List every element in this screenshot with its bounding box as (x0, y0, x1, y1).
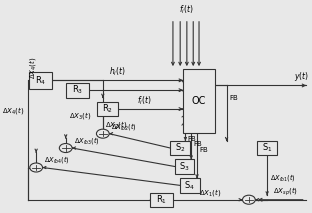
Text: S$_4$: S$_4$ (184, 179, 195, 192)
Text: $\Delta X_{fb1}(t)$: $\Delta X_{fb1}(t)$ (270, 172, 296, 183)
FancyBboxPatch shape (257, 141, 277, 155)
Circle shape (242, 195, 255, 204)
Text: S$_3$: S$_3$ (179, 160, 190, 173)
Text: R$_3$: R$_3$ (72, 84, 83, 96)
FancyBboxPatch shape (175, 159, 194, 174)
Text: S$_2$: S$_2$ (175, 142, 185, 154)
FancyBboxPatch shape (170, 141, 190, 155)
Circle shape (59, 144, 72, 153)
Text: FB: FB (188, 136, 197, 142)
Text: S$_1$: S$_1$ (262, 142, 272, 154)
Text: $\Delta X_{sp}(t)$: $\Delta X_{sp}(t)$ (273, 185, 299, 198)
FancyBboxPatch shape (150, 193, 173, 207)
Circle shape (96, 129, 109, 138)
Text: $\Delta X_1(t)$: $\Delta X_1(t)$ (199, 187, 222, 198)
FancyBboxPatch shape (180, 178, 200, 193)
Text: FB: FB (199, 147, 208, 153)
Text: $\Delta X_2(t)$: $\Delta X_2(t)$ (105, 119, 128, 130)
Text: $\Delta X_{fb4}(t)$: $\Delta X_{fb4}(t)$ (44, 154, 70, 166)
Text: $h_i(t)$: $h_i(t)$ (109, 65, 126, 78)
Text: OC: OC (192, 96, 206, 106)
Text: $y(t)$: $y(t)$ (295, 70, 310, 83)
Circle shape (30, 163, 42, 172)
FancyBboxPatch shape (29, 72, 51, 89)
Text: FB: FB (229, 95, 238, 101)
FancyBboxPatch shape (183, 69, 215, 133)
Text: $f_i(t)$: $f_i(t)$ (138, 94, 152, 106)
FancyBboxPatch shape (97, 102, 118, 116)
Text: $f_i(t)$: $f_i(t)$ (179, 3, 193, 16)
Text: FB: FB (193, 141, 202, 147)
Text: R$_2$: R$_2$ (102, 103, 113, 115)
Text: R$_4$: R$_4$ (35, 74, 46, 87)
Text: R$_1$: R$_1$ (156, 193, 167, 206)
FancyBboxPatch shape (66, 83, 89, 98)
Text: $\Delta X_{fb2}(t)$: $\Delta X_{fb2}(t)$ (111, 121, 137, 132)
Text: $\Delta X_{fb3}(t)$: $\Delta X_{fb3}(t)$ (74, 135, 100, 146)
Text: $\Delta X_3(t)$: $\Delta X_3(t)$ (69, 110, 91, 121)
Text: $\Delta X_4(t)$: $\Delta X_4(t)$ (2, 105, 25, 116)
Text: $\Delta X_4(t)$: $\Delta X_4(t)$ (27, 57, 37, 79)
